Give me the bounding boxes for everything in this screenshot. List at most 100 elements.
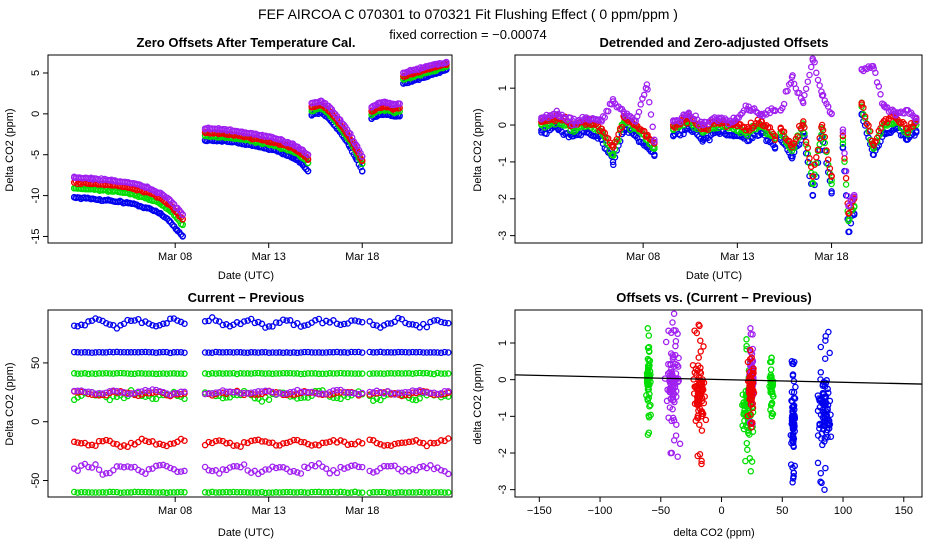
data-point <box>427 462 434 469</box>
data-point <box>127 489 135 496</box>
data-point <box>405 370 413 377</box>
data-point <box>358 318 366 326</box>
data-point <box>294 370 301 377</box>
data-point <box>913 114 920 121</box>
data-point <box>816 403 824 411</box>
data-point <box>395 389 402 396</box>
data-point <box>695 354 702 361</box>
data-point <box>258 488 266 496</box>
data-point <box>839 129 847 136</box>
data-point <box>427 349 434 356</box>
data-point <box>244 390 251 397</box>
data-point <box>170 349 178 356</box>
data-point <box>377 370 384 377</box>
data-point <box>167 370 174 377</box>
data-point <box>402 319 409 327</box>
data-point <box>340 465 348 472</box>
data-point <box>402 370 409 377</box>
y-axis-label: Delta CO2 (ppm) <box>472 108 484 191</box>
data-point <box>102 436 110 444</box>
data-point <box>821 355 829 362</box>
data-point <box>92 442 99 449</box>
data-point <box>615 131 622 138</box>
x-tick-label: Mar 08 <box>158 505 192 517</box>
data-point <box>743 439 751 447</box>
data-point <box>423 442 431 450</box>
data-point <box>788 358 796 365</box>
data-point <box>789 479 796 486</box>
data-point <box>205 390 212 397</box>
data-point <box>409 348 416 356</box>
data-point <box>181 467 188 475</box>
data-point <box>643 370 651 378</box>
data-point <box>788 73 796 81</box>
data-point <box>358 370 366 377</box>
data-point <box>315 460 323 467</box>
data-point <box>823 147 830 154</box>
data-point <box>326 370 334 377</box>
data-point <box>166 217 173 225</box>
data-point <box>437 349 445 357</box>
data-point <box>647 401 654 409</box>
data-point <box>181 489 188 496</box>
data-point <box>445 489 452 496</box>
data-point <box>156 370 163 377</box>
data-point <box>430 317 438 324</box>
data-point <box>308 488 315 496</box>
data-point <box>743 346 750 353</box>
data-point <box>149 370 156 377</box>
data-point <box>299 146 306 154</box>
data-point <box>644 431 652 438</box>
data-point <box>668 417 675 425</box>
data-point <box>845 228 852 236</box>
data-point <box>700 136 707 144</box>
data-point <box>276 389 283 397</box>
data-point <box>380 349 388 356</box>
data-point <box>422 63 430 70</box>
data-point <box>142 488 149 496</box>
data-point <box>826 349 833 357</box>
data-point <box>138 388 146 395</box>
data-point <box>377 388 384 396</box>
data-point <box>255 349 262 356</box>
data-point <box>166 196 173 203</box>
data-point <box>170 489 178 496</box>
data-point <box>87 175 95 182</box>
data-point <box>817 469 825 477</box>
data-point <box>748 458 756 465</box>
y-tick-label: -3 <box>497 485 509 495</box>
x-tick-label: Mar 13 <box>252 505 286 517</box>
data-point <box>152 349 160 356</box>
data-point <box>230 369 237 377</box>
data-point <box>102 489 110 496</box>
data-point <box>674 453 681 460</box>
data-point <box>87 195 95 203</box>
data-point <box>142 470 149 477</box>
data-point <box>81 349 89 356</box>
data-point <box>355 318 362 325</box>
data-point <box>816 82 823 89</box>
data-point <box>279 390 287 398</box>
data-point <box>412 349 420 356</box>
data-point <box>430 465 438 473</box>
data-point <box>279 349 287 356</box>
data-point <box>441 489 448 496</box>
data-point <box>420 489 427 496</box>
data-point <box>159 348 167 356</box>
data-point <box>85 463 92 471</box>
plot-frame <box>514 54 923 244</box>
data-point <box>276 370 283 377</box>
data-point <box>583 114 590 121</box>
data-point <box>645 412 652 419</box>
data-point <box>420 463 427 470</box>
data-point <box>226 370 234 377</box>
data-point <box>669 319 676 326</box>
data-point <box>265 370 273 377</box>
data-point <box>627 113 634 120</box>
x-tick-label: Mar 08 <box>626 251 660 263</box>
data-point <box>340 370 348 377</box>
data-point <box>113 348 121 356</box>
data-point <box>715 114 722 121</box>
data-point <box>156 440 163 448</box>
data-point <box>348 462 355 470</box>
